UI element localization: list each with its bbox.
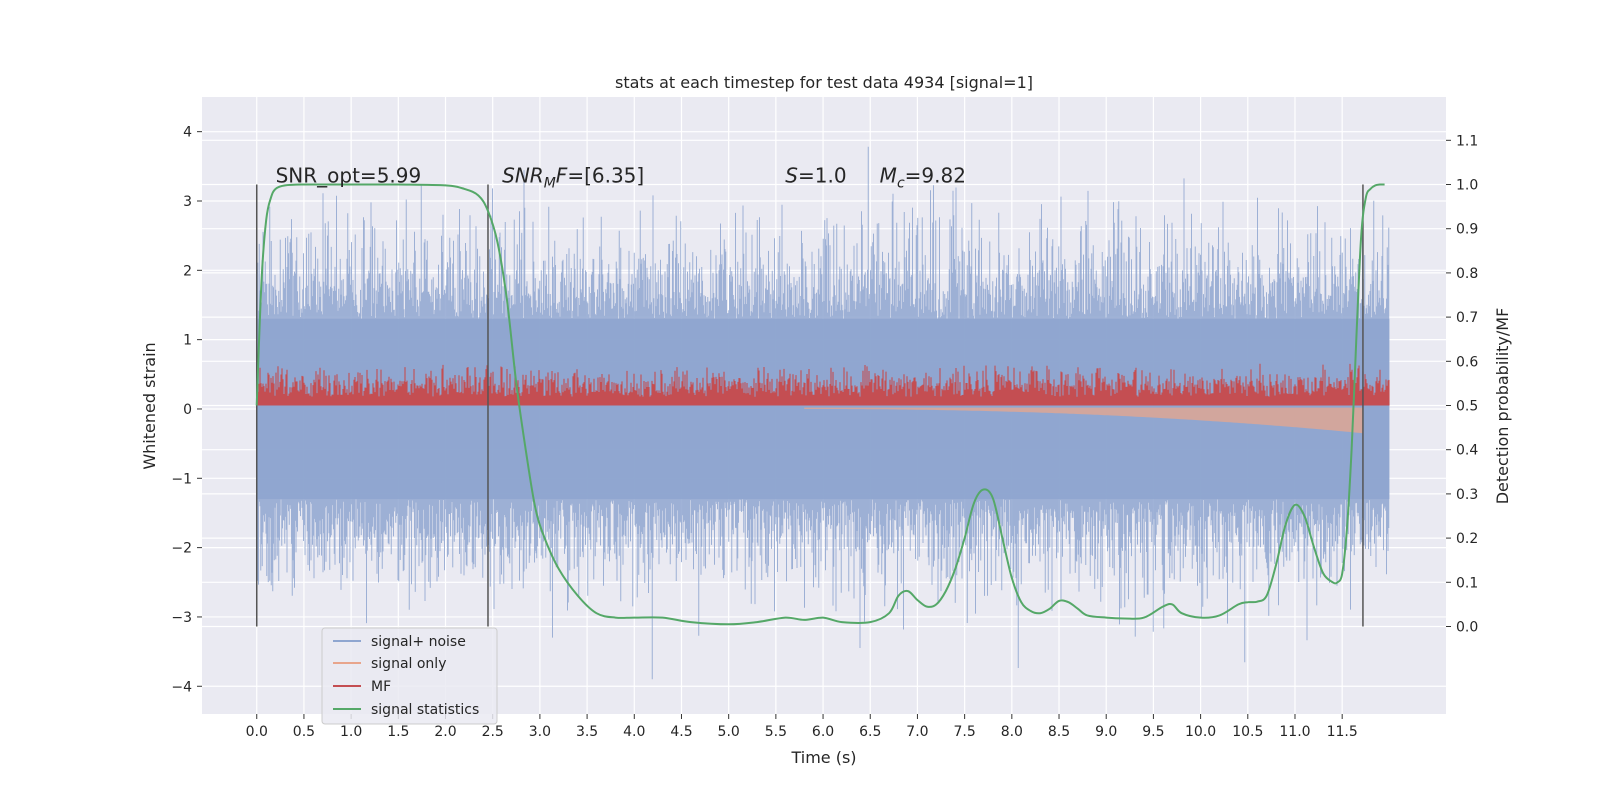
- y-tick-label-3: 1: [183, 333, 192, 349]
- y2-axis-ticks: 1.1 1.0 0.9 0.8 0.7 0.6 0.5 0.4 0.3 0.2 0.1 0.0: [1446, 133, 1478, 635]
- x-axis-ticks: 0.0 0.5 1.0 1.5 2.0 2.5 3.0 3.5 4.0 4.5 5.0 5.5 6.0 6…: [246, 714, 1358, 740]
- y-tick-label-2: 2: [183, 263, 192, 279]
- legend-label-signal-noise: signal+ noise: [371, 634, 466, 650]
- y2-tick-label-3: 0.8: [1456, 266, 1478, 282]
- x-tick-label-8: 4.0: [623, 724, 645, 740]
- y-tick-label-0: 4: [183, 125, 192, 141]
- x-tick-label-1: 0.5: [293, 724, 315, 740]
- signal-only-envelope: [804, 407, 1363, 434]
- x-tick-label-9: 4.5: [670, 724, 692, 740]
- x-tick-label-17: 8.5: [1048, 724, 1070, 740]
- y-tick-label-4: 0: [183, 402, 192, 418]
- series-signal-statistics: [255, 183, 1385, 626]
- x-tick-label-22: 11.0: [1279, 724, 1310, 740]
- annotation-3: Mc=9.82: [880, 164, 966, 192]
- annotation-2: S=1.0: [785, 164, 846, 188]
- x-tick-label-0: 0.0: [246, 724, 268, 740]
- x-tick-label-20: 10.0: [1185, 724, 1216, 740]
- x-tick-label-23: 11.5: [1327, 724, 1358, 740]
- y2-tick-label-4: 0.7: [1456, 310, 1478, 326]
- annotation-1: SNRMF=[6.35]: [502, 164, 644, 192]
- legend-label-mf: MF: [371, 679, 391, 695]
- x-tick-label-18: 9.0: [1095, 724, 1117, 740]
- y2-axis-label: Detection probability/MF: [1493, 308, 1512, 505]
- y2-tick-label-8: 0.3: [1456, 487, 1478, 503]
- x-tick-label-19: 9.5: [1142, 724, 1164, 740]
- y2-tick-label-10: 0.1: [1456, 575, 1478, 591]
- legend-box: [321, 627, 498, 725]
- x-tick-label-5: 2.5: [482, 724, 504, 740]
- x-tick-label-6: 3.0: [529, 724, 551, 740]
- annotations: SNR_opt=5.99 SNRMF=[6.35] S=1.0 Mc=9.82: [276, 164, 966, 192]
- y-tick-label-1: 3: [183, 194, 192, 210]
- y-tick-label-7: −3: [171, 610, 192, 626]
- y-tick-label-8: −4: [171, 679, 192, 695]
- annotation-0: SNR_opt=5.99: [276, 164, 422, 188]
- legend-label-signal-only: signal only: [371, 656, 446, 672]
- y2-tick-label-5: 0.6: [1456, 354, 1478, 370]
- legend-label-signal-statistics: signal statistics: [371, 702, 479, 718]
- x-tick-label-16: 8.0: [1001, 724, 1023, 740]
- x-tick-label-11: 5.5: [765, 724, 787, 740]
- x-axis-label: Time (s): [790, 748, 856, 767]
- y2-tick-label-1: 1.0: [1456, 178, 1478, 194]
- signal-statistics-line: [255, 183, 1385, 626]
- x-tick-label-21: 10.5: [1232, 724, 1263, 740]
- y-axis-label: Whitened strain: [140, 342, 159, 469]
- y2-tick-label-7: 0.4: [1456, 443, 1478, 459]
- y2-tick-label-6: 0.5: [1456, 399, 1478, 415]
- x-tick-label-4: 2.0: [434, 724, 456, 740]
- y2-tick-label-0: 1.1: [1456, 133, 1478, 149]
- y2-tick-label-9: 0.2: [1456, 531, 1478, 547]
- y-tick-label-5: −1: [171, 471, 192, 487]
- x-tick-label-13: 6.5: [859, 724, 881, 740]
- x-tick-label-12: 6.0: [812, 724, 834, 740]
- x-tick-label-3: 1.5: [387, 724, 409, 740]
- x-tick-label-15: 7.5: [954, 724, 976, 740]
- series-signal-only: [804, 407, 1363, 434]
- x-tick-label-10: 5.0: [718, 724, 740, 740]
- y2-tick-label-11: 0.0: [1456, 619, 1478, 635]
- x-tick-label-2: 1.0: [340, 724, 362, 740]
- y-axis-ticks: 4 3 2 1 0 −1 −2 −3 −4: [171, 125, 202, 695]
- y2-tick-label-2: 0.9: [1456, 222, 1478, 238]
- legend: signal+ noise signal only MF signal stat…: [321, 627, 498, 725]
- chart-title: stats at each timestep for test data 493…: [615, 73, 1033, 92]
- x-tick-label-14: 7.0: [906, 724, 928, 740]
- y-tick-label-6: −2: [171, 541, 192, 557]
- x-tick-label-7: 3.5: [576, 724, 598, 740]
